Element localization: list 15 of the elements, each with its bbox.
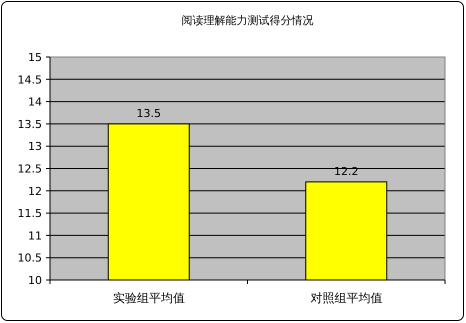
ytick: 14.5: [18, 73, 42, 86]
ytick: 14: [28, 96, 42, 109]
ytick: 10.5: [18, 252, 42, 265]
ytick: 13.5: [18, 118, 42, 131]
xtick: 对照组平均值: [310, 291, 382, 305]
ytick: 11: [28, 229, 42, 242]
ytick: 15: [28, 51, 42, 64]
ytick: 13: [28, 140, 42, 154]
ytick: 11.5: [18, 207, 42, 220]
title: 阅读理解能力测试得分情况: [182, 14, 314, 27]
xtick: 实验组平均值: [112, 291, 185, 305]
data-label: 13.5: [136, 106, 161, 120]
ytick: 12: [28, 184, 42, 198]
ytick: 10: [28, 274, 42, 287]
ytick: 12.5: [18, 162, 42, 176]
